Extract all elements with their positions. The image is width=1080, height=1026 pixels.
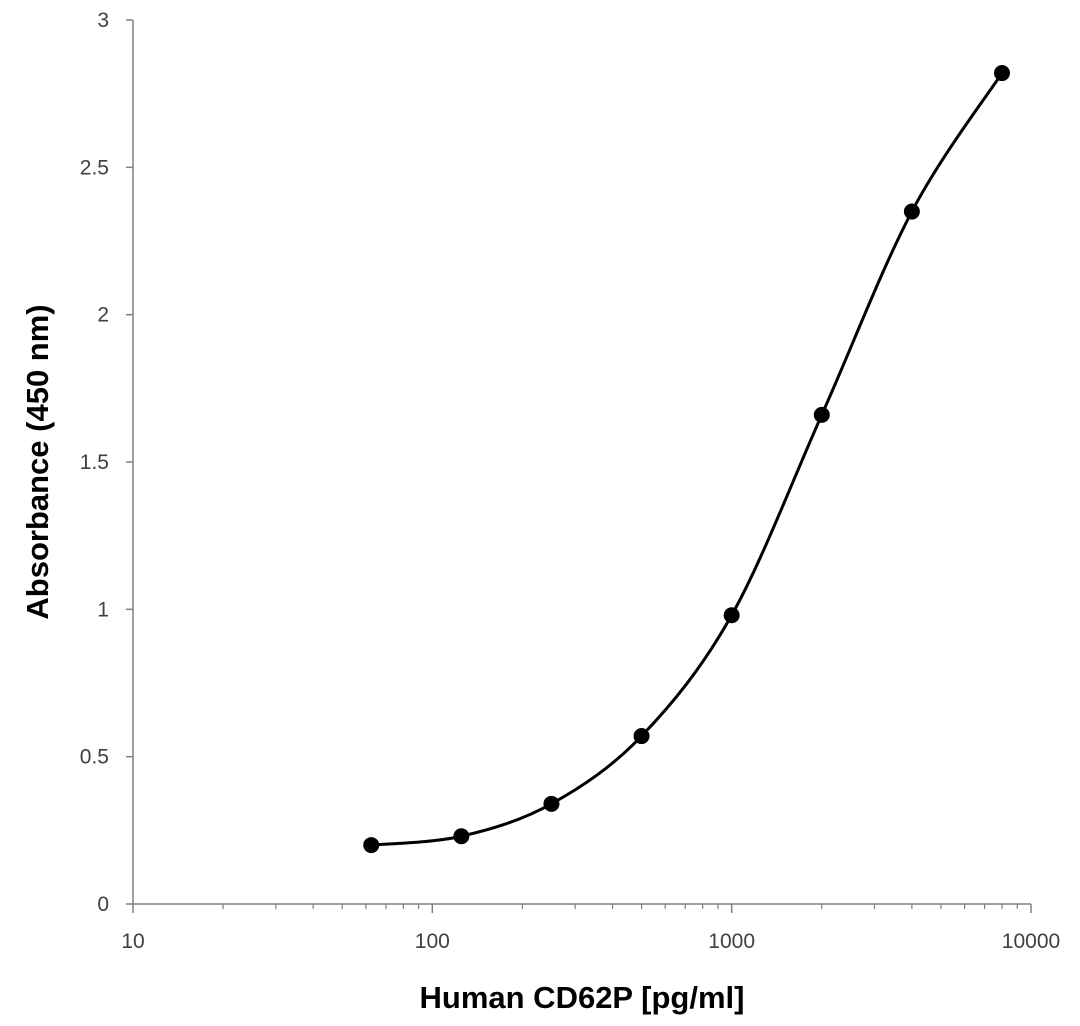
- ticks: 0 0.5 1 1.5 2 2.5 3 10 100 1000 10000: [80, 9, 1060, 953]
- axes: [132, 20, 1031, 905]
- y-axis-title: Absorbance (450 nm): [20, 304, 55, 619]
- y-tick-label: 0: [97, 893, 109, 916]
- y-tick-label: 2: [97, 304, 109, 327]
- data-point: [633, 728, 650, 745]
- x-tick-label: 10: [121, 930, 144, 953]
- x-tick-label: 1000: [708, 930, 755, 953]
- series-line: [371, 72, 1004, 847]
- data-point: [363, 837, 380, 854]
- y-tick-label: 1.5: [80, 451, 109, 474]
- x-tick-label: 100: [415, 930, 450, 953]
- data-point: [813, 406, 830, 423]
- x-tick-label: 10000: [1002, 930, 1060, 953]
- x-axis-title: Human CD62P [pg/ml]: [420, 980, 745, 1015]
- data-point: [993, 65, 1010, 82]
- data-point: [453, 828, 470, 845]
- y-tick-label: 0.5: [80, 746, 109, 769]
- y-tick-label: 3: [97, 9, 109, 32]
- y-tick-label: 2.5: [80, 156, 109, 179]
- y-tick-label: 1: [97, 598, 109, 621]
- data-point: [903, 203, 920, 220]
- data-point: [723, 607, 740, 624]
- data-point: [543, 795, 560, 812]
- series: [363, 65, 1010, 854]
